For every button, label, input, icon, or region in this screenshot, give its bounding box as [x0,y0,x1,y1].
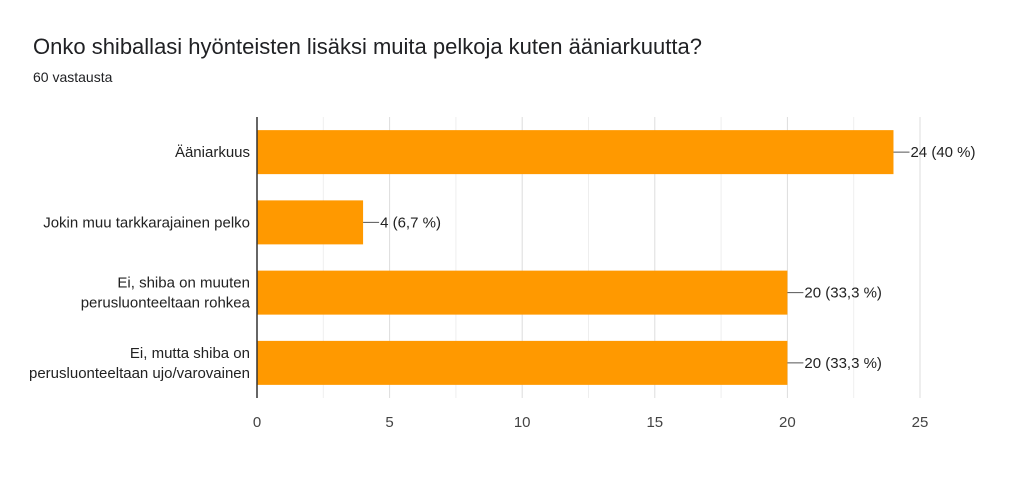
category-label: Ei, mutta shiba on [130,345,250,362]
x-tick-label: 25 [912,414,929,431]
category-label: perusluonteeltaan rohkea [81,295,251,312]
data-label: 20 (33,3 %) [804,355,882,372]
category-label: Jokin muu tarkkarajainen pelko [43,214,250,231]
bar [257,270,788,315]
bar [257,200,364,245]
x-tick-label: 10 [514,414,531,431]
data-label: 4 (6,7 %) [380,214,441,231]
chart-title: Onko shiballasi hyönteisten lisäksi muit… [33,34,702,59]
category-label: Ääniarkuus [175,144,250,161]
category-label: Ei, shiba on muuten [117,275,250,292]
bar [257,130,894,175]
data-label: 20 (33,3 %) [804,285,882,302]
x-tick-label: 15 [646,414,663,431]
x-tick-label: 0 [253,414,261,431]
x-tick-label: 20 [779,414,796,431]
data-label: 24 (40 %) [910,144,975,161]
category-label: perusluonteeltaan ujo/varovainen [29,365,250,382]
bar [257,340,788,385]
x-tick-label: 5 [385,414,393,431]
response-count: 60 vastausta [33,69,113,85]
